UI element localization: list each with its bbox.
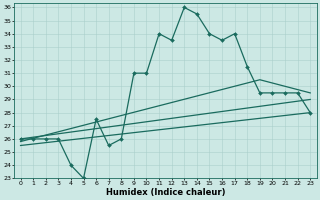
X-axis label: Humidex (Indice chaleur): Humidex (Indice chaleur) [106, 188, 225, 197]
